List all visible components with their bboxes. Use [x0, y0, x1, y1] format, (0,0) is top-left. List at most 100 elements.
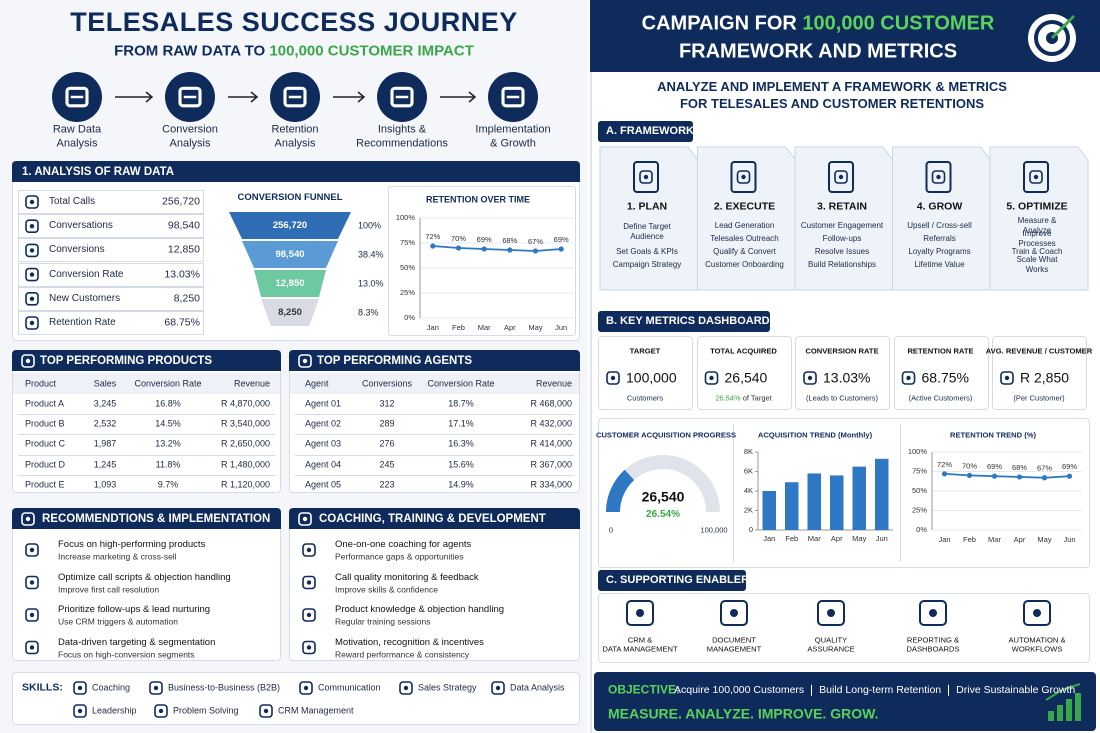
bar	[830, 475, 844, 530]
charts-box	[598, 418, 1090, 568]
icon	[29, 320, 35, 326]
step-label: Insights & Recommendations	[356, 123, 448, 149]
framework-card	[989, 146, 1089, 291]
icon	[21, 354, 35, 368]
section-tab	[598, 121, 693, 142]
stat-value: 13.03%	[164, 268, 200, 281]
icon	[263, 708, 269, 714]
column-header: Sales	[93, 378, 117, 389]
icon	[259, 704, 273, 718]
cell: 3,245	[93, 398, 117, 409]
section-heading: 1. ANALYSIS OF RAW DATA	[22, 165, 175, 178]
icon	[154, 704, 168, 718]
y-tick-label: 0	[749, 525, 753, 534]
icon	[25, 195, 39, 209]
x-tick-label: May	[1037, 535, 1051, 544]
stat-label: New Customers	[49, 292, 121, 304]
framework-item: Telesales Outreach	[710, 234, 779, 243]
stat-row	[18, 311, 204, 335]
item-title: Motivation, recognition & incentives	[335, 636, 484, 648]
point	[481, 246, 487, 252]
x-tick-label: Jan	[427, 323, 439, 332]
right-header	[590, 0, 1100, 72]
framework-item: Measure & Analyze	[1017, 216, 1057, 235]
kpi-value: 26,540	[724, 369, 768, 386]
icon	[925, 161, 952, 193]
bar	[785, 482, 799, 530]
icon	[298, 354, 312, 368]
framework-item: Define Target Audience	[623, 221, 671, 241]
column-header: Product	[25, 378, 57, 389]
cell: R 1,480,000	[220, 458, 270, 469]
icon	[153, 685, 159, 691]
title: TELESALES SUCCESS JOURNEY	[70, 7, 518, 38]
cell: 276	[379, 438, 395, 449]
framework-title: 1. PLAN	[626, 200, 668, 213]
value-label: 70%	[451, 234, 466, 243]
kpi-value: 100,000	[626, 369, 677, 386]
stat-value: 8,250	[173, 292, 200, 305]
icon	[29, 547, 35, 553]
item-detail: Regular training sessions	[335, 616, 431, 627]
right-title-line2: FRAMEWORK AND METRICS	[678, 40, 958, 63]
cell: 15.6%	[448, 458, 474, 469]
kpi-card	[598, 336, 693, 410]
icon-bar	[1066, 699, 1072, 721]
stat-label: Retention Rate	[49, 316, 116, 328]
funnel-value: 12,850	[275, 278, 305, 290]
objective-items: Acquire 100,000 Customers Build Long-term…	[674, 685, 1082, 696]
skills-label: SKILLS:	[22, 681, 63, 694]
framework-item: Referrals	[923, 234, 956, 243]
y-tick-label: 4K	[744, 486, 753, 495]
framework-item: Lead Generation	[714, 221, 775, 230]
item-title: One-on-one coaching for agents	[335, 539, 472, 551]
item-title: Prioritize follow-ups & lead nurturing	[58, 604, 211, 616]
y-tick-label: 50%	[400, 263, 415, 272]
section-heading: COACHING, TRAINING & DEVELOPMENT	[319, 512, 546, 525]
section-heading: B. KEY METRICS DASHBOARD	[606, 315, 770, 328]
funnel-layer	[229, 212, 351, 239]
funnel-value: 8,250	[278, 307, 302, 319]
x-tick-label: Jun	[1063, 535, 1075, 544]
icon	[736, 170, 751, 184]
arrow-head	[250, 91, 259, 103]
divider	[900, 424, 901, 562]
arrow-head	[357, 91, 366, 103]
icon	[29, 272, 35, 277]
section-header	[12, 508, 281, 529]
kpi-title: TARGET	[629, 346, 661, 356]
skill: Leadership	[92, 705, 137, 716]
icon	[77, 708, 83, 714]
enabler-label: AUTOMATION & WORKFLOWS	[1008, 635, 1066, 654]
skill: CRM Management	[278, 705, 354, 716]
x-tick-label: Mar	[478, 323, 491, 332]
y-tick-label: 6K	[744, 466, 753, 475]
icon	[25, 219, 39, 233]
kpi-title: AVG. REVENUE / CUSTOMER	[985, 346, 1093, 356]
stat-value: 68.75%	[164, 316, 200, 329]
skill: Business-to-Business (B2B)	[168, 682, 281, 693]
y-tick-label: 2K	[744, 505, 753, 514]
skills-box	[12, 672, 580, 725]
value-label: 72%	[937, 460, 952, 469]
kpi-note: (Per Customer)	[1013, 393, 1065, 403]
bar	[852, 466, 866, 530]
icon	[834, 170, 848, 184]
icon	[25, 640, 39, 655]
icon	[730, 609, 738, 617]
icon	[1023, 600, 1051, 626]
stat-label: Conversions	[49, 244, 105, 256]
value-label: 70%	[962, 461, 977, 470]
icon	[29, 224, 35, 229]
x-tick-label: Apr	[1014, 535, 1026, 544]
icon	[302, 516, 308, 522]
column-header: Conversion Rate	[427, 378, 495, 389]
icon	[306, 645, 312, 650]
funnel-percent: 13.0%	[358, 278, 384, 289]
row-line	[295, 414, 574, 416]
row-line	[18, 414, 275, 416]
icon	[709, 375, 714, 381]
framework-title: 4. GROW	[916, 200, 963, 213]
y-tick-label: 8K	[744, 447, 753, 456]
right-title: CAMPAIGN FOR 100,000 CUSTOMER	[642, 12, 995, 37]
